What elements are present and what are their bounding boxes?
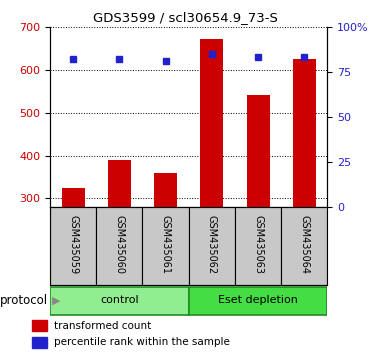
Text: ▶: ▶	[52, 296, 60, 306]
Bar	[154, 173, 177, 207]
Bar	[235, 207, 281, 285]
Text: GSM435060: GSM435060	[114, 215, 124, 274]
Text: GDS3599 / scl30654.9_73-S: GDS3599 / scl30654.9_73-S	[92, 11, 278, 24]
Text: Eset depletion: Eset depletion	[218, 295, 298, 305]
Bar	[189, 287, 327, 315]
Bar	[50, 287, 189, 315]
Text: GSM435064: GSM435064	[299, 215, 309, 274]
Text: transformed count: transformed count	[54, 321, 151, 331]
Bar	[96, 207, 142, 285]
Bar	[281, 207, 327, 285]
Text: protocol: protocol	[0, 295, 48, 307]
Text: percentile rank within the sample: percentile rank within the sample	[54, 337, 230, 347]
Bar	[50, 207, 96, 285]
Text: GSM435059: GSM435059	[68, 215, 78, 274]
Bar	[142, 207, 189, 285]
Bar	[189, 207, 235, 285]
Bar	[32, 320, 47, 331]
Bar	[293, 59, 316, 207]
Bar	[246, 95, 270, 207]
Bar	[61, 188, 85, 207]
Text: GSM435061: GSM435061	[161, 215, 171, 274]
Bar	[32, 337, 47, 348]
Text: GSM435063: GSM435063	[253, 215, 263, 274]
Bar	[108, 160, 131, 207]
Text: GSM435062: GSM435062	[207, 215, 217, 274]
Text: control: control	[100, 295, 139, 305]
Bar	[200, 39, 223, 207]
